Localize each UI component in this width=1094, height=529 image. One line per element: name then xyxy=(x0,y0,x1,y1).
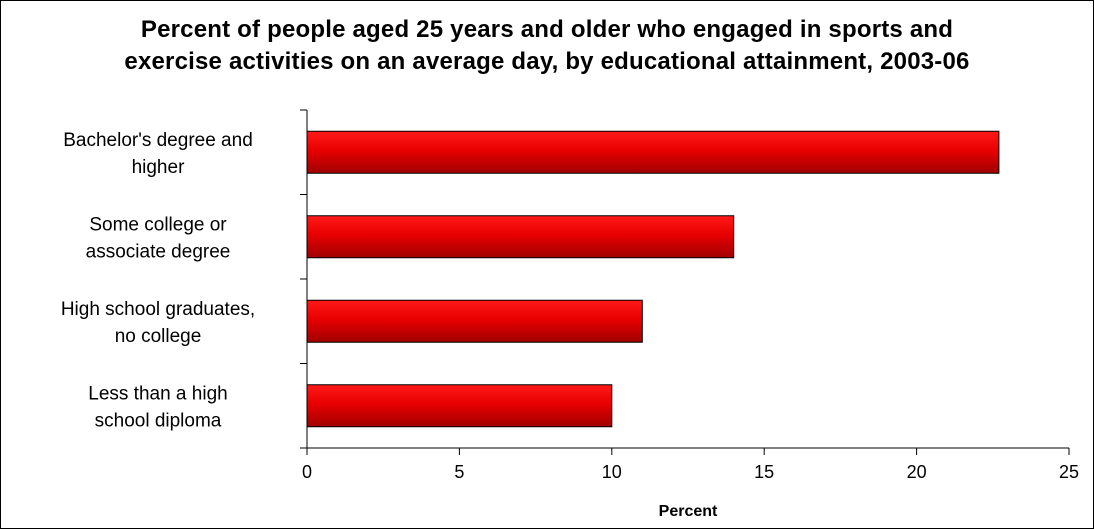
plot-area: 0 5 10 15 20 25 Percent Bachelor's degree and hi… xyxy=(61,109,1079,520)
chart-title: Percent of people aged 25 years and olde… xyxy=(0,14,1094,78)
x-tick-label: 25 xyxy=(1059,462,1079,482)
category-label: associate degree xyxy=(86,241,231,262)
x-tick-label: 15 xyxy=(754,462,774,482)
chart-title-line-1: Percent of people aged 25 years and olde… xyxy=(140,16,954,43)
x-tick-label: 5 xyxy=(454,462,464,482)
x-tick-label: 10 xyxy=(602,462,622,482)
chart-title-line-2: exercise activities on an average day, b… xyxy=(124,48,970,75)
x-tick-label: 0 xyxy=(302,462,312,482)
category-label: school diploma xyxy=(95,410,222,431)
category-label: Some college or xyxy=(89,214,227,235)
category-label: no college xyxy=(115,326,202,347)
bar xyxy=(306,299,643,343)
category-label: Bachelor's degree and xyxy=(63,130,253,151)
x-axis-title: Percent xyxy=(659,503,718,520)
x-tick-label: 20 xyxy=(907,462,927,482)
category-label: higher xyxy=(132,157,185,178)
category-label: Less than a high xyxy=(88,383,227,404)
category-label: High school graduates, xyxy=(61,299,255,320)
bar xyxy=(306,130,1000,174)
bar xyxy=(306,384,613,428)
bar xyxy=(306,215,735,259)
